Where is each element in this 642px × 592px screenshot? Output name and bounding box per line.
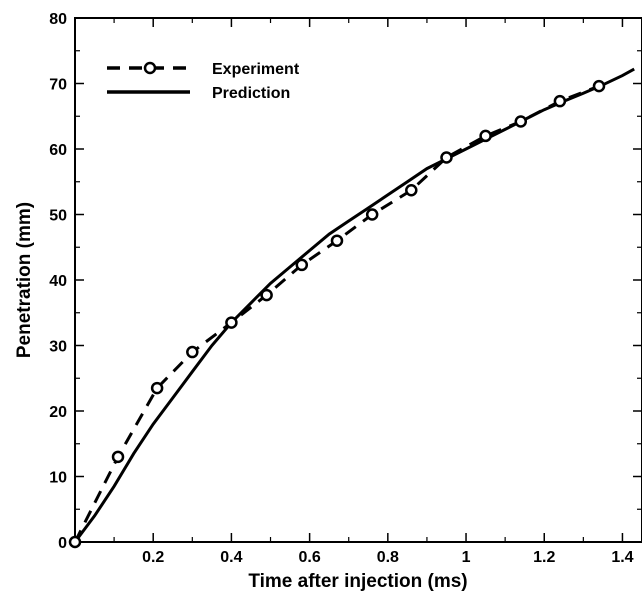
experiment-point xyxy=(365,208,379,221)
y-tick-label: 20 xyxy=(49,404,67,421)
experiment-point xyxy=(295,258,309,272)
x-tick-label: 0.6 xyxy=(298,549,320,566)
y-tick-label: 80 xyxy=(49,11,67,28)
x-tick-label: 1 xyxy=(462,549,471,566)
experiment-point xyxy=(68,535,82,549)
experiment-point xyxy=(260,288,273,302)
x-tick-label: 0.2 xyxy=(142,549,164,566)
experiment-point xyxy=(186,345,199,359)
x-tick-label: 0.8 xyxy=(377,549,399,566)
y-tick-label: 60 xyxy=(49,142,67,159)
experiment-point xyxy=(405,184,418,197)
y-tick-label: 10 xyxy=(49,470,67,487)
y-tick-label: 30 xyxy=(49,339,67,356)
experiment-point xyxy=(225,316,238,329)
y-axis-title: Penetration (mm) xyxy=(14,202,35,358)
experiment-point xyxy=(111,450,125,464)
experiment-point xyxy=(479,129,492,143)
series-prediction-line xyxy=(73,67,635,543)
experiment-point xyxy=(514,115,528,128)
legend-experiment-marker xyxy=(143,61,157,75)
experiment-point xyxy=(150,381,164,395)
x-tick-label: 1.4 xyxy=(611,549,633,566)
x-axis-title: Time after injection (ms) xyxy=(248,571,467,592)
x-tick-label: 1.2 xyxy=(533,549,555,566)
legend-prediction-label: Prediction xyxy=(212,85,290,102)
experiment-point xyxy=(553,94,567,108)
experiment-point xyxy=(330,234,344,247)
ticks: 0.2 0.4 0.6 0.8 1 1.2 1.4 0 10 20 30 40 50 60 70 80 xyxy=(49,11,642,566)
experiment-point xyxy=(592,79,606,93)
y-tick-label: 0 xyxy=(58,535,67,552)
legend: Experiment Prediction xyxy=(107,61,300,102)
series-experiment-line xyxy=(73,84,600,543)
y-tick-label: 40 xyxy=(49,273,67,290)
series xyxy=(68,67,635,549)
y-tick-label: 50 xyxy=(49,208,67,225)
x-tick-label: 0.4 xyxy=(220,549,242,566)
experiment-point xyxy=(440,151,453,164)
legend-experiment-label: Experiment xyxy=(212,61,300,78)
y-tick-label: 70 xyxy=(49,77,67,94)
